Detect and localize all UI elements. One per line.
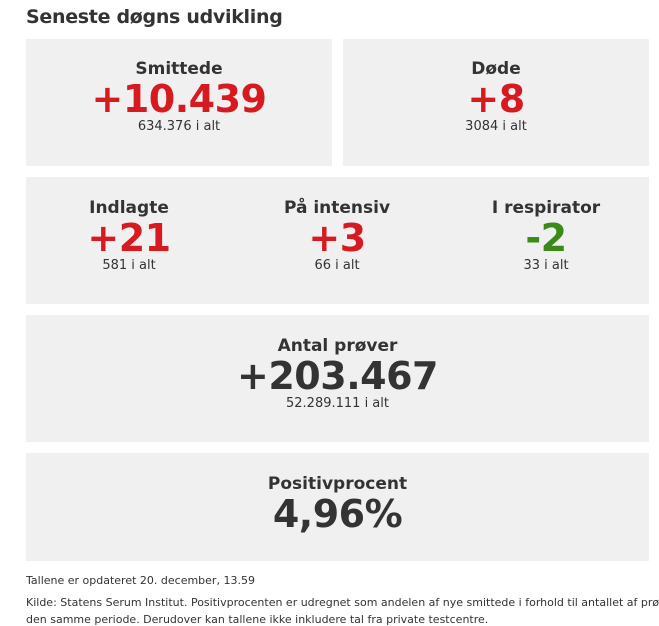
intensiv-label: På intensiv bbox=[283, 198, 391, 218]
intensiv-value: +3 bbox=[308, 216, 366, 260]
indlagte-total: 581 i alt bbox=[102, 258, 156, 273]
smittede-value: +10.439 bbox=[91, 77, 267, 121]
smittede-total: 634.376 i alt bbox=[137, 119, 221, 134]
updated-text: Tallene er opdateret 20. december, 13.59 bbox=[26, 574, 255, 587]
doede-label: Døde bbox=[471, 59, 521, 79]
doede-value: +8 bbox=[467, 77, 525, 121]
card-hospital: Indlagte +21 581 i alt På intensiv +3 66… bbox=[26, 177, 649, 304]
positiv-value: 4,96% bbox=[272, 492, 403, 536]
respirator-label: I respirator bbox=[491, 198, 601, 218]
source-text-cont: den samme periode. Derudover kan tallene… bbox=[26, 613, 489, 626]
respirator-total: 33 i alt bbox=[523, 258, 569, 273]
proever-label: Antal prøver bbox=[277, 336, 398, 356]
respirator-value: -2 bbox=[525, 216, 567, 260]
card-smittede: Smittede +10.439 634.376 i alt bbox=[26, 39, 332, 166]
source-text: Kilde: Statens Serum Institut. Positivpr… bbox=[26, 596, 659, 609]
card-doede: Døde +8 3084 i alt bbox=[343, 39, 649, 166]
smittede-label: Smittede bbox=[135, 59, 223, 79]
indlagte-label: Indlagte bbox=[89, 198, 169, 218]
card-positivprocent: Positivprocent 4,96% bbox=[26, 453, 649, 561]
proever-value: +203.467 bbox=[237, 354, 438, 398]
intensiv-total: 66 i alt bbox=[314, 258, 360, 273]
positiv-label: Positivprocent bbox=[267, 474, 408, 494]
page-title: Seneste døgns udvikling bbox=[26, 6, 283, 28]
proever-total: 52.289.111 i alt bbox=[286, 396, 389, 411]
card-proever: Antal prøver +203.467 52.289.111 i alt bbox=[26, 315, 649, 442]
doede-total: 3084 i alt bbox=[465, 119, 527, 134]
indlagte-value: +21 bbox=[87, 216, 171, 260]
